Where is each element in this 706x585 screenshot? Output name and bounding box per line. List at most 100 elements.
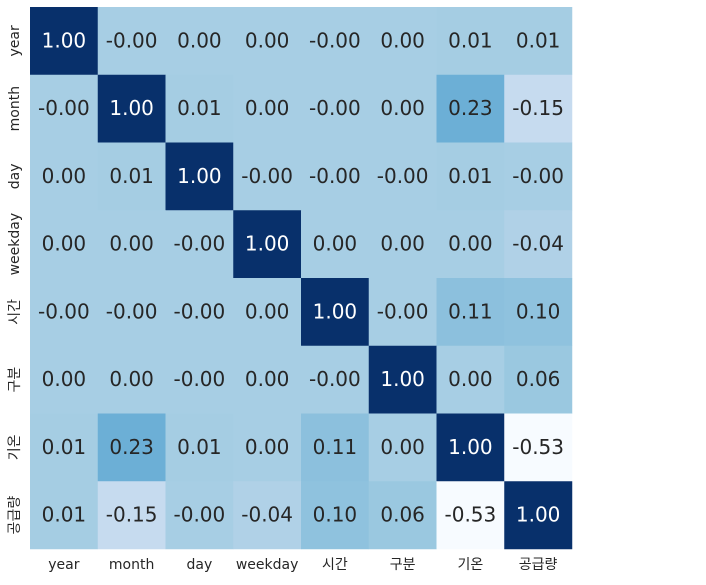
heatmap-cell-r1-c5 [301, 7, 369, 75]
heatmap-value-r4-c1: 0.00 [42, 232, 87, 256]
x-axis-label-3: day [186, 557, 212, 573]
heatmap-value-r4-c3: -0.00 [174, 232, 226, 256]
heatmap-value-r3-c4: -0.00 [241, 164, 293, 188]
heatmap-value-r3-c8: -0.00 [512, 164, 564, 188]
heatmap-value-r6-c3: -0.00 [174, 367, 226, 391]
heatmap-value-r4-c7: 0.00 [448, 232, 493, 256]
heatmap-cells [30, 7, 573, 550]
heatmap-value-r1-c2: -0.00 [106, 28, 158, 52]
x-axis-label-2: month [109, 557, 154, 573]
y-axis-label-5: 시간 [7, 299, 23, 325]
heatmap-cell-r3-c8 [504, 142, 573, 211]
heatmap-value-r7-c1: 0.01 [42, 435, 87, 459]
heatmap-cell-r4-c4 [233, 210, 302, 279]
heatmap-cell-r6-c4 [233, 345, 302, 414]
heatmap-cell-r5-c3 [165, 278, 234, 346]
heatmap-cell-r6-c6 [368, 345, 437, 414]
heatmap-value-r3-c5: -0.00 [309, 164, 361, 188]
heatmap-value-r5-c2: -0.00 [106, 299, 158, 323]
heatmap-value-r1-c3: 0.00 [177, 28, 222, 52]
heatmap-value-r4-c8: -0.04 [512, 232, 564, 256]
heatmap-value-r7-c4: 0.00 [245, 435, 290, 459]
heatmap-cell-r5-c5 [301, 278, 369, 346]
x-axis-label-6: 구분 [390, 557, 416, 573]
heatmap-cell-r5-c1 [30, 278, 98, 346]
heatmap-cell-r1-c8 [504, 7, 573, 75]
heatmap-value-r3-c3: 1.00 [177, 164, 222, 188]
heatmap-cell-r7-c2 [97, 413, 166, 482]
heatmap-cell-r5-c2 [97, 278, 166, 346]
heatmap-cell-r4-c5 [301, 210, 369, 279]
heatmap-value-r1-c7: 0.01 [448, 28, 493, 52]
heatmap-value-r3-c6: -0.00 [377, 164, 429, 188]
heatmap-value-r3-c2: 0.01 [109, 164, 154, 188]
x-axis-label-5: 시간 [322, 557, 348, 573]
heatmap-cell-r2-c5 [301, 74, 369, 143]
heatmap-cell-r7-c6 [368, 413, 437, 482]
heatmap-cell-r1-c1 [30, 7, 98, 75]
heatmap-value-r1-c4: 0.00 [245, 28, 290, 52]
y-axis-label-1: year [7, 25, 23, 56]
heatmap-cell-r8-c3 [165, 481, 234, 550]
heatmap-cell-r3-c5 [301, 142, 369, 211]
heatmap-cell-r8-c6 [368, 481, 437, 550]
heatmap-cell-r4-c3 [165, 210, 234, 279]
heatmap-value-r7-c7: 1.00 [448, 435, 493, 459]
heatmap-cell-r2-c3 [165, 74, 234, 143]
heatmap-cell-r8-c4 [233, 481, 302, 550]
heatmap-cell-r1-c4 [233, 7, 302, 75]
heatmap-value-r2-c3: 0.01 [177, 96, 222, 120]
heatmap-cell-r8-c8 [504, 481, 573, 550]
heatmap-value-r5-c6: -0.00 [377, 299, 429, 323]
heatmap-value-r7-c3: 0.01 [177, 435, 222, 459]
y-axis-label-8: 공급량 [7, 496, 23, 535]
heatmap-value-r4-c5: 0.00 [313, 232, 358, 256]
heatmap-cell-r2-c1 [30, 74, 98, 143]
heatmap-cell-r8-c2 [97, 481, 166, 550]
heatmap-value-r5-c1: -0.00 [38, 299, 90, 323]
heatmap-value-r5-c4: 0.00 [245, 299, 290, 323]
heatmap-value-r2-c2: 1.00 [109, 96, 154, 120]
heatmap-value-r8-c4: -0.04 [241, 503, 293, 527]
heatmap-cell-r1-c6 [368, 7, 437, 75]
heatmap-value-r2-c5: -0.00 [309, 96, 361, 120]
heatmap-cell-r4-c7 [436, 210, 505, 279]
heatmap-cell-r3-c2 [97, 142, 166, 211]
heatmap-value-r5-c7: 0.11 [448, 299, 493, 323]
heatmap-cell-r6-c5 [301, 345, 369, 414]
heatmap-value-r7-c6: 0.00 [380, 435, 425, 459]
heatmap-value-r4-c4: 1.00 [245, 232, 290, 256]
heatmap-cell-r1-c3 [165, 7, 234, 75]
heatmap-cell-r6-c7 [436, 345, 505, 414]
heatmap-value-r5-c8: 0.10 [516, 299, 561, 323]
heatmap-value-r2-c8: -0.15 [512, 96, 564, 120]
heatmap-cell-r2-c6 [368, 74, 437, 143]
heatmap-cell-r6-c8 [504, 345, 573, 414]
heatmap-value-r4-c6: 0.00 [380, 232, 425, 256]
heatmap-value-r5-c5: 1.00 [313, 299, 358, 323]
y-axis-label-7: 기온 [7, 434, 23, 460]
heatmap-cell-r6-c2 [97, 345, 166, 414]
heatmap-cell-r2-c8 [504, 74, 573, 143]
heatmap-value-r8-c1: 0.01 [42, 503, 87, 527]
y-axis-label-6: 구분 [7, 367, 23, 393]
heatmap-value-r6-c7: 0.00 [448, 367, 493, 391]
x-axis-label-8: 공급량 [519, 557, 558, 573]
heatmap-value-r6-c5: -0.00 [309, 367, 361, 391]
y-axis-label-2: month [7, 86, 23, 131]
heatmap-value-r6-c1: 0.00 [42, 367, 87, 391]
heatmap-value-r8-c2: -0.15 [106, 503, 158, 527]
heatmap-value-r7-c5: 0.11 [313, 435, 358, 459]
heatmap-cell-r3-c4 [233, 142, 302, 211]
heatmap-value-r2-c7: 0.23 [448, 96, 493, 120]
heatmap-cell-r7-c8 [504, 413, 573, 482]
y-axis-label-3: day [7, 163, 23, 189]
heatmap-value-r6-c4: 0.00 [245, 367, 290, 391]
x-axis-labels: year month day weekday 시간 구분 기온 공급량 [48, 557, 557, 573]
x-axis-label-1: year [48, 557, 79, 573]
heatmap-value-r8-c7: -0.53 [445, 503, 497, 527]
heatmap-value-r1-c8: 0.01 [516, 28, 561, 52]
heatmap-value-r4-c2: 0.00 [109, 232, 154, 256]
